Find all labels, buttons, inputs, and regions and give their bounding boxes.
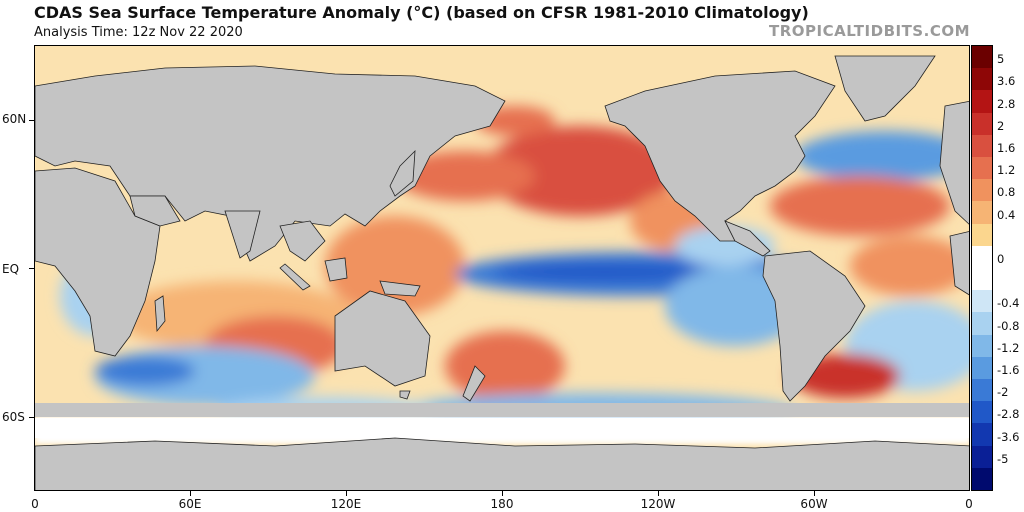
lon-label-0: 0 bbox=[31, 497, 39, 511]
north-america bbox=[604, 70, 836, 242]
western-europe bbox=[939, 100, 969, 225]
lon-label-120w: 120W bbox=[640, 497, 676, 511]
colorbar-segment bbox=[972, 46, 992, 69]
colorbar-label: 3.6 bbox=[997, 74, 1016, 89]
lon-label-120e: 120E bbox=[330, 497, 362, 511]
colorbar-label: -3.6 bbox=[997, 429, 1020, 444]
colorbar-segment bbox=[972, 157, 992, 180]
colorbar-label: -1.6 bbox=[997, 362, 1020, 377]
lat-tick bbox=[29, 120, 34, 121]
colorbar-segment bbox=[972, 312, 992, 336]
colorbar-segment bbox=[972, 356, 992, 380]
lon-label-0-right: 0 bbox=[965, 497, 973, 511]
colorbar-label: 0.8 bbox=[997, 185, 1016, 200]
colorbar-segment bbox=[972, 379, 992, 402]
lon-label-60e: 60E bbox=[178, 497, 202, 511]
colorbar-segment bbox=[972, 467, 992, 491]
colorbar-segment bbox=[972, 68, 992, 91]
lon-tick bbox=[814, 491, 815, 496]
borneo bbox=[324, 257, 348, 282]
colorbar-label: -0.4 bbox=[997, 296, 1020, 311]
south-america bbox=[762, 250, 866, 402]
colorbar-segment bbox=[972, 334, 992, 358]
japan bbox=[389, 149, 416, 197]
africa bbox=[35, 167, 161, 357]
lat-tick bbox=[29, 268, 34, 269]
colorbar-segment bbox=[972, 268, 992, 291]
lat-label-eq: EQ bbox=[2, 262, 20, 276]
central-america bbox=[724, 220, 771, 257]
colorbar-label: -0.8 bbox=[997, 318, 1020, 333]
colorbar-segment bbox=[972, 179, 992, 202]
colorbar-segment bbox=[972, 90, 992, 114]
colorbar-label: -5 bbox=[997, 451, 1009, 466]
lon-tick bbox=[190, 491, 191, 496]
india bbox=[224, 210, 261, 259]
sst-anomaly-map bbox=[34, 45, 970, 491]
colorbar-segment bbox=[972, 290, 992, 313]
australia bbox=[334, 290, 431, 387]
new-guinea bbox=[379, 280, 421, 297]
lat-label-60n: 60N bbox=[2, 112, 27, 126]
colorbar-segment bbox=[972, 201, 992, 225]
tasmania bbox=[399, 390, 411, 400]
colorbar-label: 2.8 bbox=[997, 96, 1016, 111]
colorbar-segment bbox=[972, 245, 992, 269]
colorbar-label: 5 bbox=[997, 52, 1005, 67]
lon-label-60w: 60W bbox=[800, 497, 828, 511]
colorbar-segment bbox=[972, 423, 992, 447]
greenland bbox=[834, 55, 936, 122]
colorbar-label: 0 bbox=[997, 251, 1005, 266]
colorbar-segment bbox=[972, 401, 992, 424]
indochina bbox=[279, 220, 326, 262]
lon-tick bbox=[346, 491, 347, 496]
colorbar-label: 0.4 bbox=[997, 207, 1016, 222]
colorbar-label: -2.8 bbox=[997, 407, 1020, 422]
colorbar-label: 1.6 bbox=[997, 140, 1016, 155]
sumatra bbox=[279, 263, 311, 291]
madagascar bbox=[154, 295, 166, 333]
land bbox=[35, 55, 969, 490]
colorbar-segment bbox=[972, 112, 992, 136]
antarctica bbox=[35, 437, 969, 490]
lon-label-180: 180 bbox=[490, 497, 514, 511]
arabia bbox=[129, 195, 181, 227]
colorbar-label: -1.2 bbox=[997, 340, 1020, 355]
colorbar-label: 1.2 bbox=[997, 163, 1016, 178]
lon-tick bbox=[658, 491, 659, 496]
watermark: TROPICALTIDBITS.COM bbox=[769, 22, 970, 40]
colorbar-label: 2 bbox=[997, 118, 1005, 133]
west-africa bbox=[949, 231, 969, 296]
sst-anomaly-map-svg bbox=[35, 46, 969, 490]
lat-label-60s: 60S bbox=[2, 410, 25, 424]
colorbar-segment bbox=[972, 223, 992, 247]
lon-tick bbox=[502, 491, 503, 496]
map-title: CDAS Sea Surface Temperature Anomaly (°C… bbox=[34, 3, 809, 22]
colorbar-label: -2 bbox=[997, 385, 1009, 400]
colorbar bbox=[971, 45, 993, 491]
lat-tick bbox=[29, 417, 34, 418]
new-zealand bbox=[462, 365, 486, 402]
colorbar-segment bbox=[972, 445, 992, 469]
analysis-time: Analysis Time: 12z Nov 22 2020 bbox=[34, 25, 243, 40]
colorbar-segment bbox=[972, 134, 992, 158]
